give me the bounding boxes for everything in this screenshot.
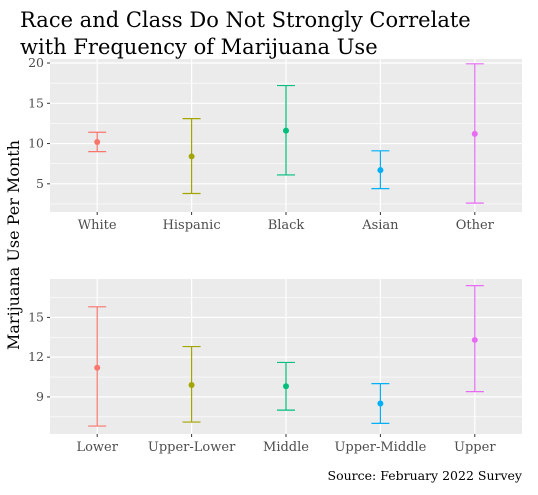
mean-point (471, 130, 478, 137)
x-tick-label: Asian (361, 218, 399, 233)
errorbar-black (277, 84, 295, 176)
x-tick-label: Hispanic (163, 218, 221, 233)
x-tick-label: White (78, 218, 117, 233)
panel-2: 9 12 15 Lower Upper-Lower Middle Upper-Middle U… (28, 279, 522, 455)
mean-point (94, 364, 101, 371)
mean-point (188, 381, 195, 388)
y-axis-label: Marijuana Use Per Month (4, 140, 23, 350)
errorbar-other (465, 63, 484, 204)
y-tick-label: 20 (28, 55, 44, 70)
mean-point (471, 336, 478, 343)
chart-title-line-1: Race and Class Do Not Strongly Correlate (20, 8, 471, 32)
mean-point (94, 138, 101, 145)
y-tick-label: 15 (28, 309, 44, 324)
errorbar-hispanic (182, 117, 201, 195)
errorbar-upper-middle (371, 383, 390, 425)
x-tick-label: Upper-Middle (334, 440, 426, 455)
mean-point (377, 167, 384, 174)
chart-panels: 5 10 15 20 White Hispanic Black Asian Other 9 12 15… (28, 55, 522, 455)
errorbar-upper-lower (182, 345, 201, 423)
errorbar-asian (371, 150, 390, 190)
errorbar-lower (88, 306, 107, 427)
y-tick-label: 15 (28, 95, 44, 110)
x-tick-label: Upper-Lower (148, 440, 236, 455)
mean-point (188, 153, 195, 160)
chart-title-line-2: with Frequency of Marijuana Use (20, 35, 378, 59)
x-tick-label: Other (456, 218, 495, 233)
mean-point (283, 127, 289, 134)
errorbar-upper (465, 285, 484, 393)
mean-point (377, 400, 384, 407)
y-tick-label: 10 (28, 136, 44, 151)
errorbar-middle (277, 361, 295, 411)
panel-1: 5 10 15 20 White Hispanic Black Asian Other (28, 55, 522, 233)
x-tick-label: Upper (454, 440, 496, 455)
y-tick-label: 12 (28, 349, 44, 364)
mean-point (283, 383, 289, 390)
y-tick-label: 5 (36, 176, 44, 191)
x-tick-label: Black (268, 218, 305, 233)
x-tick-label: Lower (76, 440, 118, 455)
x-tick-label: Middle (263, 440, 309, 455)
y-tick-label: 9 (36, 389, 44, 404)
chart-caption: Source: February 2022 Survey (328, 468, 523, 483)
errorbar-white (88, 131, 107, 153)
